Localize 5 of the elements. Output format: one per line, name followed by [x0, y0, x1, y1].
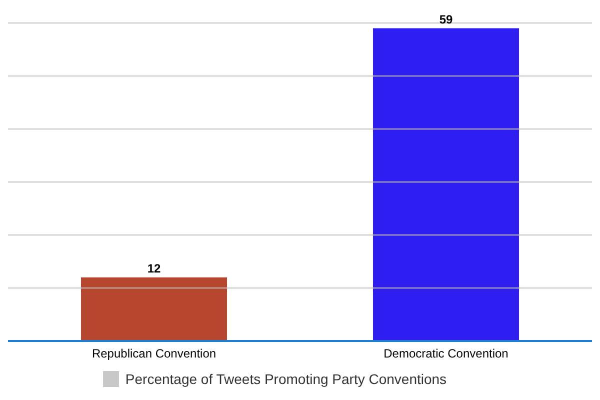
x-tick-label: Republican Convention	[92, 346, 216, 361]
data-label: 12	[147, 261, 161, 276]
text: Percentage of Tweets Promoting Party Conventions	[125, 371, 447, 387]
x-tick-label: Democratic Convention	[384, 346, 508, 361]
data-label: 59	[439, 12, 453, 26]
